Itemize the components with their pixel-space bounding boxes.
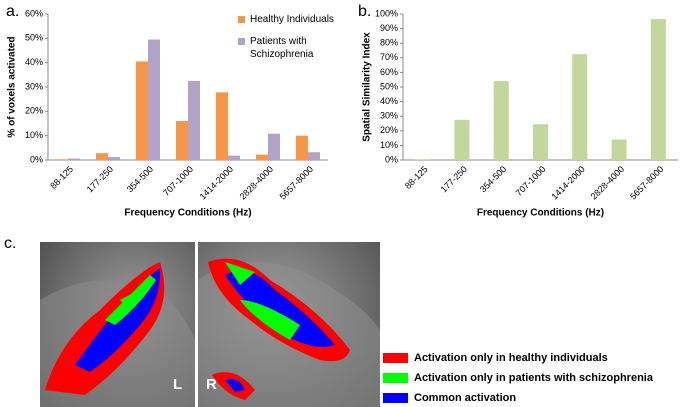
legend-label: Patients with Schizophrenia [250, 36, 314, 60]
y-tick-label: 80% [380, 38, 398, 48]
bar [188, 80, 200, 160]
bar [108, 157, 120, 160]
bar [176, 121, 188, 160]
y-tick-label: 0% [30, 154, 43, 164]
y-tick-label: 40% [380, 96, 398, 106]
bar [572, 54, 588, 160]
legend-swatch [238, 38, 245, 45]
bar [454, 119, 470, 160]
brain-image [40, 242, 380, 407]
x-tick-label: 5657-8000 [278, 164, 316, 202]
x-tick-label: 707-1000 [161, 164, 195, 198]
x-tick-label: 177-250 [85, 164, 115, 194]
legend-label: Activation only in patients with schizop… [414, 372, 654, 384]
panel-label: a. [6, 3, 19, 20]
bar [533, 124, 548, 160]
bar [256, 154, 268, 160]
bar [148, 39, 160, 160]
bar [96, 153, 108, 160]
x-tick-label: 1414-2000 [549, 164, 587, 202]
hemisphere-label: L [173, 376, 182, 393]
x-tick-label: 88-125 [403, 164, 430, 191]
x-tick-label: 88-125 [48, 164, 75, 191]
y-tick-label: 50% [25, 33, 43, 43]
x-tick-label: 354-500 [478, 164, 508, 194]
bar [296, 135, 308, 160]
x-axis-title: Frequency Conditions (Hz) [124, 208, 251, 219]
y-tick-label: 50% [380, 81, 398, 91]
x-tick-label: 1414-2000 [198, 164, 236, 202]
bar [68, 158, 80, 160]
bar [268, 133, 280, 160]
x-tick-label: 177-250 [439, 164, 469, 194]
legend-entry: Healthy Individuals [250, 14, 334, 25]
bar [493, 81, 509, 160]
legend-swatch [383, 393, 408, 403]
y-axis-title: % of voxels activated [7, 36, 18, 137]
x-tick-label: 354-500 [125, 164, 155, 194]
bar [228, 155, 240, 160]
y-tick-label: 70% [380, 52, 398, 62]
x-tick-label: 2828-4000 [238, 164, 276, 202]
x-tick-label: 5657-8000 [628, 164, 666, 202]
x-tick-label: 707-1000 [514, 164, 548, 198]
legend-swatch [238, 16, 245, 23]
bar [650, 19, 666, 160]
y-tick-label: 40% [25, 57, 43, 67]
legend-label: Activation only in healthy individuals [414, 352, 608, 364]
legend-label: Common activation [414, 392, 516, 404]
bar [308, 152, 320, 160]
bar [56, 159, 68, 160]
legend-label: Healthy Individuals [250, 14, 334, 25]
legend-swatch [383, 353, 408, 363]
y-tick-label: 30% [380, 111, 398, 121]
y-tick-label: 60% [25, 8, 43, 18]
panel-label: b. [358, 3, 371, 20]
legend-swatch [383, 373, 408, 383]
y-tick-label: 20% [380, 125, 398, 135]
legend-entry: Patients with Schizophrenia [250, 36, 314, 60]
y-tick-label: 60% [380, 67, 398, 77]
y-tick-label: 90% [380, 23, 398, 33]
panel-label: c. [4, 235, 16, 252]
y-tick-label: 20% [25, 106, 43, 116]
bar [136, 61, 148, 161]
y-tick-label: 10% [25, 130, 43, 140]
bar [216, 92, 228, 160]
y-tick-label: 100% [375, 8, 398, 18]
y-tick-label: 10% [380, 140, 398, 150]
x-axis-title: Frequency Conditions (Hz) [477, 208, 604, 219]
y-tick-label: 0% [385, 154, 398, 164]
y-axis-title: Spatial Similarity Index [362, 32, 373, 142]
x-tick-label: 2828-4000 [589, 164, 627, 202]
bar [611, 139, 627, 160]
y-tick-label: 30% [25, 81, 43, 91]
hemisphere-label: R [206, 376, 217, 393]
bar [415, 159, 431, 160]
